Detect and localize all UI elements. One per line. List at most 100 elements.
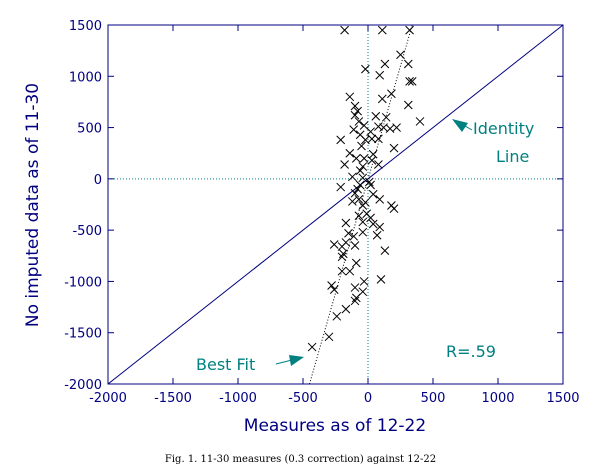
- x-axis-title: Measures as of 12-22: [244, 416, 426, 436]
- r-value-label: R=.59: [446, 342, 496, 361]
- data-point: [350, 296, 360, 306]
- data-point: [337, 242, 347, 251]
- y-tick-labels: -2000 -1500 -1000 -500 0 500 1000 1500: [64, 19, 102, 393]
- data-point: [350, 188, 360, 198]
- x-tick-label: -2000: [89, 391, 127, 406]
- data-point: [340, 160, 349, 169]
- data-point: [358, 227, 368, 237]
- data-point: [340, 25, 349, 35]
- x-tick-labels: -2000 -1500 -1000 -500 0 500 1000 1500: [89, 391, 579, 406]
- data-point: [329, 285, 339, 294]
- x-tick-label: 1500: [546, 391, 579, 406]
- data-point: [355, 180, 365, 190]
- data-point: [327, 281, 336, 290]
- data-point: [367, 156, 377, 165]
- plot-frame: [107, 24, 564, 385]
- data-point: [374, 160, 383, 169]
- data-point: [358, 162, 368, 171]
- best-fit-pointer-line: [275, 359, 293, 365]
- data-point: [348, 197, 357, 206]
- data-point: [381, 112, 391, 122]
- data-point: [368, 219, 378, 229]
- data-point: [375, 195, 385, 204]
- data-point: [361, 64, 370, 74]
- x-tick-label: 0: [364, 391, 372, 406]
- y-tick-label: -1500: [64, 327, 102, 342]
- data-point: [374, 122, 383, 131]
- best-fit-arrow-head: [289, 355, 304, 366]
- data-point: [351, 293, 361, 303]
- y-tick-label: 500: [77, 122, 102, 137]
- data-point: [336, 182, 346, 192]
- data-point: [377, 25, 387, 35]
- data-point: [355, 166, 365, 176]
- data-point: [368, 149, 378, 159]
- data-point: [354, 117, 364, 126]
- data-point: [350, 241, 360, 250]
- data-point: [374, 134, 383, 144]
- scatter-chart: -2000 -1500 -1000 -500 0 500 1000 1500 -2000 -15…: [23, 19, 580, 436]
- y-tick-label: -500: [72, 224, 102, 239]
- y-tick-label: -1000: [64, 275, 102, 290]
- data-point: [376, 275, 386, 284]
- data-point: [372, 230, 382, 240]
- data-point: [332, 311, 342, 321]
- identity-label-line2: Line: [496, 147, 529, 166]
- data-point: [349, 231, 359, 241]
- best-fit-annotation: Best Fit: [196, 355, 304, 374]
- data-point: [358, 201, 368, 210]
- best-fit-label: Best Fit: [196, 355, 255, 374]
- data-point: [348, 172, 357, 182]
- data-point: [324, 332, 334, 342]
- data-point: [358, 217, 368, 227]
- data-point: [337, 252, 347, 262]
- data-point: [345, 266, 355, 276]
- data-point: [367, 134, 377, 144]
- data-points: [307, 25, 425, 352]
- data-point: [403, 59, 413, 69]
- data-point: [345, 92, 355, 102]
- data-point: [329, 240, 339, 249]
- data-point: [366, 180, 375, 190]
- data-point: [353, 184, 362, 194]
- figure-caption: Fig. 1. 11-30 measures (0.3 correction) …: [164, 454, 437, 465]
- data-point: [366, 213, 375, 223]
- y-tick-label: 0: [94, 173, 102, 188]
- y-tick-label: 1000: [69, 70, 102, 85]
- data-point: [351, 153, 361, 163]
- y-axis-title: No imputed data as of 11-30: [23, 83, 43, 327]
- identity-label-line1: Identity: [473, 119, 534, 138]
- data-point: [353, 106, 362, 116]
- data-point: [387, 89, 396, 99]
- data-point: [403, 100, 413, 110]
- data-point: [351, 258, 361, 268]
- x-tick-label: -1000: [219, 391, 257, 406]
- x-tick-label: 1000: [481, 391, 514, 406]
- data-point: [345, 148, 355, 158]
- fit-lines: [107, 24, 564, 385]
- data-point: [380, 246, 390, 256]
- data-point: [364, 177, 374, 187]
- data-point: [338, 249, 348, 259]
- data-point: [354, 211, 364, 221]
- data-point: [337, 266, 347, 276]
- zero-reference-lines: [108, 25, 563, 384]
- data-point: [350, 101, 360, 111]
- data-point: [371, 111, 381, 121]
- axis-ticks: [107, 24, 564, 385]
- identity-line-annotation: Identity Line: [452, 119, 534, 166]
- y-tick-label: -2000: [64, 378, 102, 393]
- data-point: [389, 143, 399, 153]
- data-point: [357, 141, 366, 151]
- best-fit-line: [309, 24, 413, 385]
- data-point: [389, 204, 399, 213]
- y-tick-label: 1500: [69, 19, 102, 34]
- data-point: [392, 123, 401, 132]
- data-point: [344, 228, 353, 238]
- data-point: [358, 173, 368, 183]
- x-tick-label: 500: [421, 391, 446, 406]
- data-point: [341, 304, 351, 314]
- data-point: [368, 189, 378, 199]
- data-point: [349, 125, 359, 134]
- data-point: [375, 70, 385, 80]
